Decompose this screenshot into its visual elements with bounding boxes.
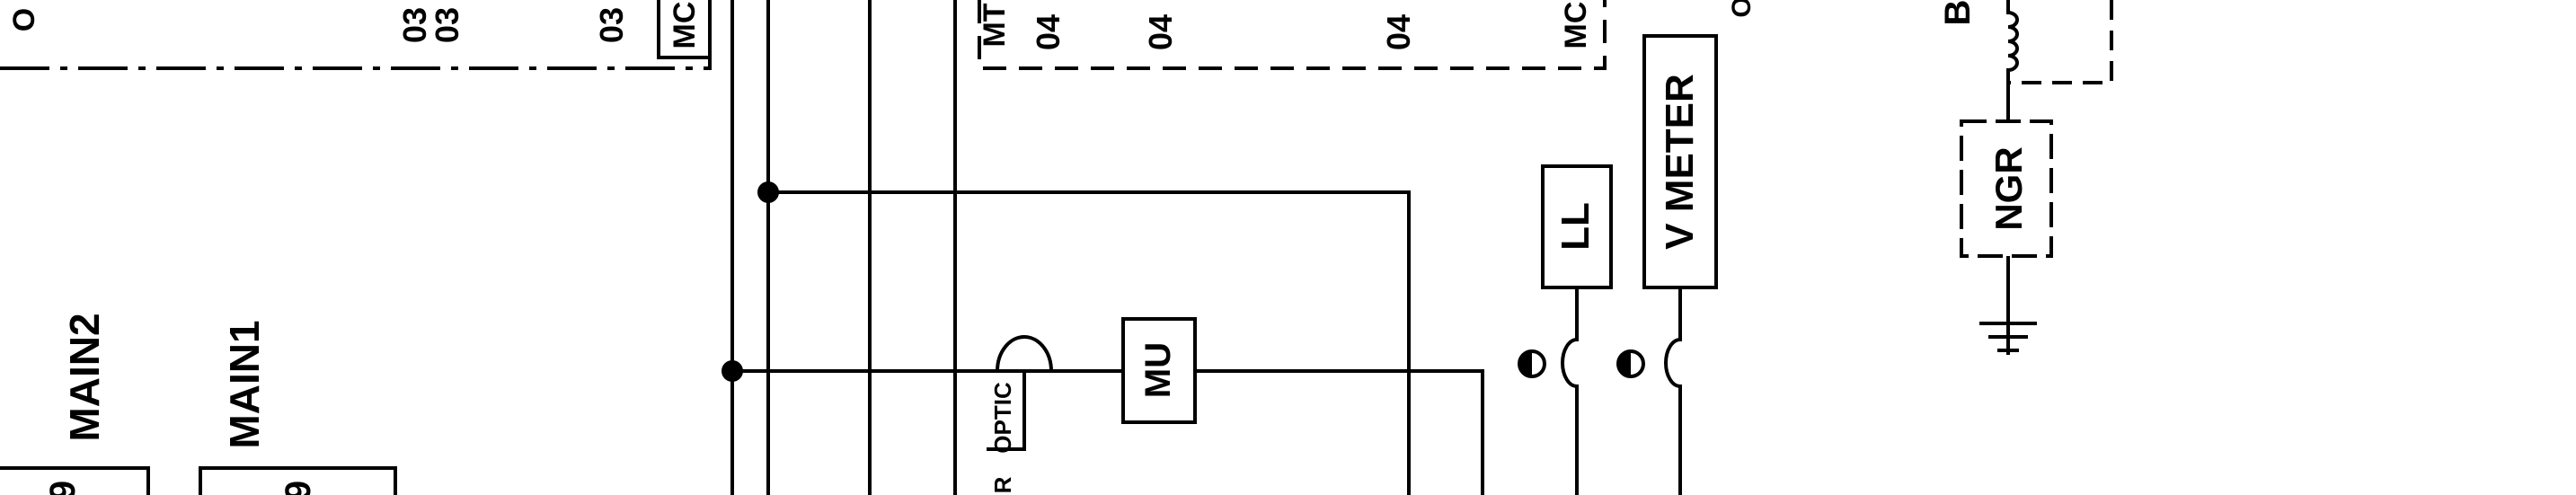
ngr-box <box>1960 119 2053 258</box>
fiber-optic-link <box>987 335 1054 451</box>
tap-lower <box>732 369 1484 495</box>
main1-box-text: 9 <box>279 481 318 495</box>
main2-label: MAIN2 <box>61 313 108 441</box>
mu-box <box>1121 317 1197 424</box>
main2-box <box>0 466 150 495</box>
mc-left-box <box>657 0 712 59</box>
top-label-04c: 04 <box>1380 14 1417 50</box>
ll-label: LL <box>1554 202 1598 251</box>
right-boundary <box>978 0 1607 70</box>
main1-label: MAIN1 <box>221 320 268 448</box>
top-label-03c: 03 <box>593 7 630 43</box>
top-label-mc-left: MC <box>668 2 702 49</box>
ngr-label: NGR <box>1987 146 2030 230</box>
mu-label: MU <box>1138 342 1178 398</box>
ngr-coil <box>2006 0 2019 121</box>
top-label-04a: 04 <box>1030 14 1067 50</box>
ngr-branch <box>1960 0 2113 355</box>
top-label-04b: 04 <box>1142 14 1179 50</box>
top-label-mc-right: MC <box>1559 2 1593 49</box>
ll-bullet-fill <box>1519 351 1532 376</box>
top-label-03a: 03 <box>396 7 433 43</box>
bus-lines <box>730 0 957 495</box>
fiber-optic-label: OPTIC <box>989 382 1016 454</box>
main2-box-text: 9 <box>43 481 83 495</box>
ll-lead <box>1561 287 1579 495</box>
vmeter-lead <box>1664 287 1682 495</box>
vmeter-bullet-fill <box>1618 351 1631 376</box>
left-boundary <box>0 0 712 70</box>
vmeter-label: V METER <box>1658 74 1702 250</box>
transformer-dashed-box <box>2008 0 2113 84</box>
fiber-r-label: R <box>989 476 1016 493</box>
top-label-o-right: O <box>1727 0 1757 18</box>
tap-upper <box>768 190 1411 495</box>
ll-box <box>1541 164 1613 289</box>
main1-box <box>199 466 397 495</box>
vmeter-box <box>1642 34 1718 289</box>
top-label-mt: MT <box>978 3 1012 47</box>
b-label: B <box>1938 0 1978 25</box>
top-label-03b: 03 <box>429 7 465 43</box>
top-label-o-left: O <box>7 8 41 31</box>
